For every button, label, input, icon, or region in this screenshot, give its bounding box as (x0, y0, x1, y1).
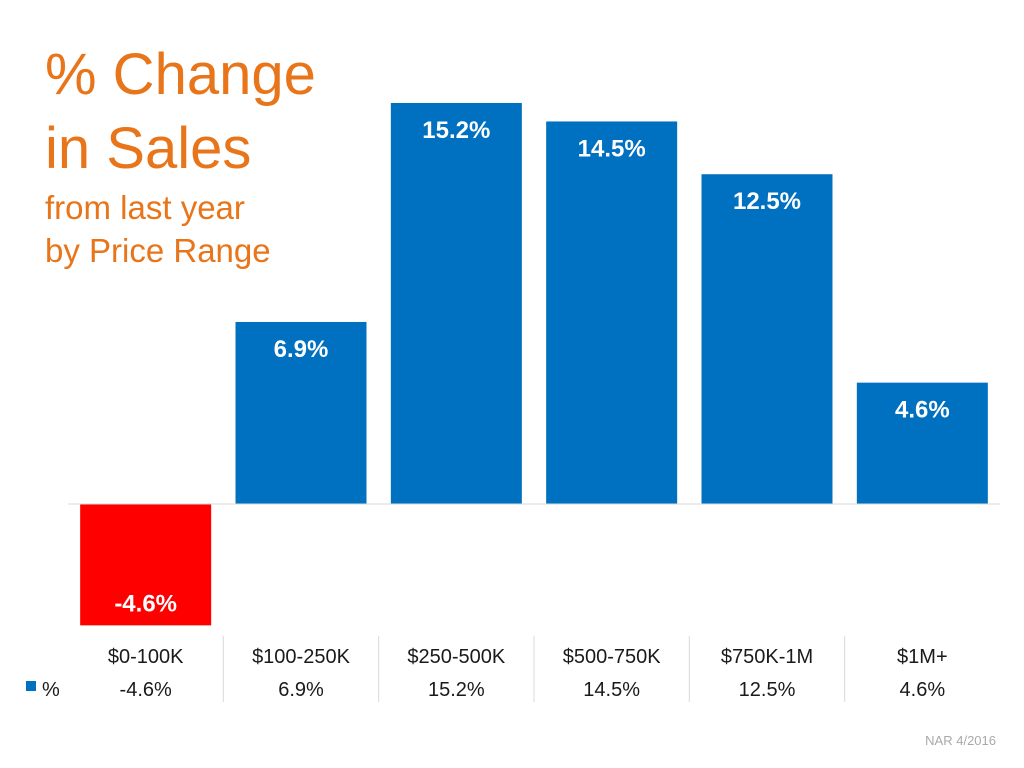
chart-title-line2: in Sales (45, 116, 252, 181)
table-value: 15.2% (428, 679, 485, 701)
table-value: 4.6% (900, 679, 946, 701)
chart-subtitle-line2: by Price Range (45, 232, 271, 269)
bar-value-label: -4.6% (114, 590, 177, 617)
bar-value-label: 12.5% (733, 188, 801, 215)
bar (856, 382, 988, 504)
bar (701, 174, 833, 504)
bar (390, 103, 522, 504)
table-value: 6.9% (278, 679, 324, 701)
legend-swatch (26, 681, 36, 691)
table-value: 12.5% (739, 679, 796, 701)
title-block: % Change in Sales from last year by Pric… (45, 38, 316, 272)
legend-label: % (42, 679, 60, 701)
table-value: 14.5% (583, 679, 640, 701)
category-label: $0-100K (108, 646, 184, 668)
table-value: -4.6% (120, 679, 172, 701)
category-label: $100-250K (252, 646, 351, 668)
category-label: $750K-1M (721, 646, 813, 668)
category-label: $250-500K (407, 646, 506, 668)
category-label: $500-750K (563, 646, 662, 668)
bar (546, 121, 678, 504)
bar (80, 504, 212, 626)
source-note: NAR 4/2016 (925, 733, 996, 748)
bar-value-label: 15.2% (422, 117, 490, 144)
bar-value-label: 14.5% (578, 135, 646, 162)
chart-subtitle-line1: from last year (45, 189, 245, 226)
category-label: $1M+ (897, 646, 948, 668)
bar-value-label: 4.6% (895, 397, 950, 424)
chart-title-line1: % Change (45, 42, 316, 107)
bar-value-label: 6.9% (274, 336, 329, 363)
bar (235, 321, 367, 504)
